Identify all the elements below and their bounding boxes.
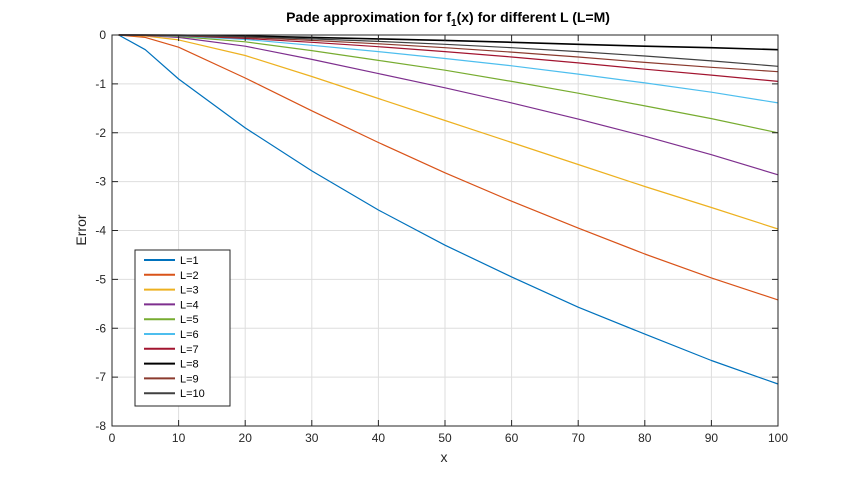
x-tick-label: 30 (305, 431, 319, 445)
y-tick-label: -5 (95, 272, 106, 286)
chart-title-subscript: 1 (451, 18, 457, 29)
legend-entry: L=10 (180, 388, 205, 400)
legend-entry: L=9 (180, 373, 199, 385)
x-axis-label: x (441, 449, 448, 465)
legend-entry: L=2 (180, 270, 199, 282)
legend-box (134, 249, 231, 407)
series-line-l3 (118, 34, 779, 230)
y-tick-label: -2 (95, 126, 106, 140)
y-tick-label: -1 (95, 77, 106, 91)
legend-entry: L=6 (180, 329, 199, 341)
legend-entry: L=7 (180, 344, 199, 356)
series-lines (118, 34, 779, 385)
x-ticks: 0 10 20 30 40 50 60 70 80 90 100 (109, 35, 788, 445)
legend-entry: L=3 (180, 285, 199, 297)
series-line-l1 (118, 34, 779, 385)
legend-entry: L=1 (180, 255, 199, 267)
x-tick-label: 60 (505, 431, 519, 445)
x-tick-label: 40 (372, 431, 386, 445)
y-tick-label: -6 (95, 321, 106, 335)
y-tick-label: -7 (95, 370, 106, 384)
x-tick-label: 100 (768, 431, 788, 445)
y-axis-label: Error (73, 214, 89, 245)
x-tick-label: 50 (438, 431, 452, 445)
y-tick-label: -8 (95, 419, 106, 433)
legend-entry: L=5 (180, 314, 199, 326)
legend-entry: L=8 (180, 359, 199, 371)
y-tick-label: 0 (99, 28, 106, 42)
y-tick-label: -3 (95, 175, 106, 189)
legend: L=1 L=2 L=3 L=4 L=5 L=6 L=7 L=8 L=9 L=10 (134, 249, 231, 407)
chart-title: Pade approximation for f1(x) for differe… (286, 9, 610, 29)
x-tick-label: 90 (705, 431, 719, 445)
legend-entry: L=4 (180, 299, 199, 311)
y-tick-label: -4 (95, 224, 106, 238)
x-tick-label: 70 (572, 431, 586, 445)
x-tick-label: 80 (638, 431, 652, 445)
x-tick-label: 20 (239, 431, 253, 445)
series-line-l4 (118, 34, 779, 176)
x-tick-label: 10 (172, 431, 186, 445)
series-line-l2 (118, 34, 779, 301)
y-ticks: 0 -1 -2 -3 -4 -5 -6 -7 -8 (95, 28, 778, 433)
x-tick-label: 0 (109, 431, 116, 445)
